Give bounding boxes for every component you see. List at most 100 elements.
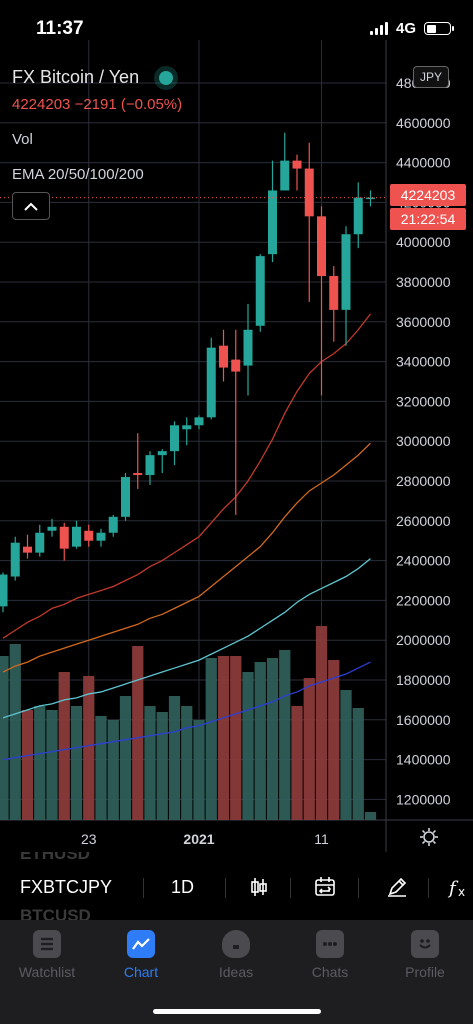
volume-bar xyxy=(70,706,83,820)
candle-body xyxy=(366,197,375,200)
candle-body xyxy=(353,197,363,235)
tab-label: Chats xyxy=(311,964,349,980)
volume-bar xyxy=(95,716,107,820)
candle-body xyxy=(157,451,167,456)
tab-ideas[interactable]: Ideas xyxy=(189,930,283,988)
candle-body xyxy=(96,532,106,541)
volume-bar xyxy=(193,720,205,820)
status-time: 11:37 xyxy=(36,18,84,39)
volume-bar xyxy=(119,696,132,820)
ema-indicator-label[interactable]: EMA 20/50/100/200 xyxy=(12,166,144,183)
price-chart[interactable]: 4800000460000044000004200000400000038000… xyxy=(0,40,473,852)
price-axis-label: 3800000 xyxy=(396,274,451,290)
status-indicators: 4G xyxy=(369,20,454,37)
price-axis-label: 4600000 xyxy=(396,115,451,131)
volume-bar xyxy=(217,656,230,820)
toolbar-divider xyxy=(225,878,226,898)
volume-bar xyxy=(352,708,364,820)
ema-lines xyxy=(2,313,372,761)
battery-icon xyxy=(424,22,454,35)
network-label: 4G xyxy=(395,20,416,37)
candle-body xyxy=(329,276,339,310)
toolbar-divider xyxy=(428,878,429,898)
chats-icon xyxy=(316,930,344,958)
candle-body xyxy=(304,168,314,217)
tab-profile[interactable]: Profile xyxy=(378,930,472,988)
calendar-replay-icon[interactable] xyxy=(313,874,339,900)
candlestick-icon[interactable] xyxy=(246,874,272,900)
chart-icon xyxy=(127,930,155,958)
volume-bar xyxy=(34,706,46,820)
chart-settings-icon[interactable] xyxy=(418,826,440,848)
volume-bar xyxy=(242,672,254,820)
collapse-legend-button[interactable] xyxy=(12,192,50,220)
tab-label: Chart xyxy=(123,964,159,980)
symbol-scroll-prev[interactable]: ETHUSD xyxy=(20,852,90,863)
volume-bar xyxy=(181,706,193,820)
home-indicator[interactable] xyxy=(153,1009,321,1014)
candle-body xyxy=(280,160,290,191)
currency-badge[interactable]: JPY xyxy=(413,66,449,88)
volume-bar xyxy=(279,650,291,820)
market-open-indicator xyxy=(159,70,174,85)
volume-bar xyxy=(254,662,266,820)
tab-watchlist[interactable]: Watchlist xyxy=(0,930,94,988)
price-axis: 4800000460000044000004200000400000038000… xyxy=(396,75,451,807)
volume-bar xyxy=(144,706,156,820)
candle-body xyxy=(133,473,143,476)
volume-bar xyxy=(205,658,217,820)
last-price-tag: 4224203 xyxy=(390,184,466,206)
candle-body xyxy=(0,574,8,607)
chevron-up-icon xyxy=(24,202,38,211)
price-axis-label: 2400000 xyxy=(396,553,451,569)
candle-body xyxy=(292,160,302,169)
candle-body xyxy=(72,526,81,547)
price-axis-label: 3600000 xyxy=(396,314,451,330)
pen-draw-icon[interactable] xyxy=(384,874,410,900)
candle-body xyxy=(317,216,326,277)
symbol-scroll-next[interactable]: BTCUSD xyxy=(20,906,91,920)
ema-line xyxy=(2,442,371,673)
toolbar-divider xyxy=(143,878,144,898)
tab-chats[interactable]: Chats xyxy=(283,930,377,988)
candle-body xyxy=(255,256,265,326)
candle-body xyxy=(341,234,351,310)
bottom-tab-bar: Watchlist Chart Ideas Chats Profile xyxy=(0,920,473,1024)
ideas-icon xyxy=(222,930,250,958)
candle-body xyxy=(194,417,204,426)
tab-chart[interactable]: Chart xyxy=(94,930,188,988)
volume-bar xyxy=(364,812,377,820)
volume-bar xyxy=(107,720,119,820)
candle-body xyxy=(84,530,94,541)
price-axis-label: 4000000 xyxy=(396,234,451,250)
candle-body xyxy=(145,455,155,476)
price-axis-label: 1200000 xyxy=(396,791,451,807)
ema-line xyxy=(2,558,371,719)
candle-body xyxy=(219,345,228,368)
svg-text:x: x xyxy=(458,885,465,898)
candle-body xyxy=(170,425,179,452)
signal-icon xyxy=(369,22,388,35)
toolbar-divider xyxy=(290,878,291,898)
candle-body xyxy=(59,526,69,549)
symbol-selector[interactable]: FXBTCJPY xyxy=(20,876,113,897)
interval-selector[interactable]: 1D xyxy=(171,876,195,897)
price-axis-label: 2800000 xyxy=(396,473,451,489)
volume-bar xyxy=(58,672,70,820)
candle-body xyxy=(47,526,57,531)
volume-bar xyxy=(266,658,279,820)
price-axis-label: 2000000 xyxy=(396,632,451,648)
candle-body xyxy=(231,359,241,372)
volume-bars xyxy=(0,626,377,820)
symbol-title[interactable]: FX Bitcoin / Yen xyxy=(12,67,182,88)
tab-label: Watchlist xyxy=(18,964,76,980)
volume-bar xyxy=(291,706,303,820)
candlesticks xyxy=(0,132,386,613)
candle-body xyxy=(268,190,277,255)
symbol-title-text: FX Bitcoin / Yen xyxy=(12,67,140,87)
toolbar-divider xyxy=(358,878,359,898)
volume-indicator-label[interactable]: Vol xyxy=(12,131,33,148)
candle-body xyxy=(182,425,192,430)
price-axis-label: 2200000 xyxy=(396,592,451,608)
